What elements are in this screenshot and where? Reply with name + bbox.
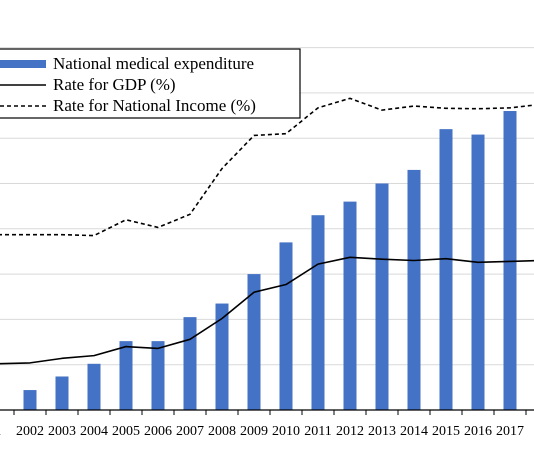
bar (439, 129, 453, 410)
bar (183, 317, 197, 410)
legend: National medical expenditure Rate for GDP… (0, 48, 301, 119)
legend-label: Rate for National Income (%) (53, 96, 256, 115)
x-tick-label: 2006 (144, 424, 172, 439)
x-tick-label: 2004 (80, 424, 108, 439)
bar (311, 215, 325, 410)
x-tick-label: 2005 (112, 424, 140, 439)
x-tick-label: 2017 (496, 424, 524, 439)
legend-box (0, 48, 301, 119)
x-tick-label: 2016 (464, 424, 492, 439)
x-tick-label: 2012 (336, 424, 364, 439)
bar (471, 134, 485, 411)
bar (151, 341, 165, 410)
bar (215, 303, 229, 410)
x-tick-label: 2009 (240, 424, 268, 439)
bar (407, 169, 421, 410)
x-tick-labels: 1 2002 2003 2004 2005 2006 2007 2008 2009 2010 201… (0, 424, 524, 439)
x-tick-label: 2015 (432, 424, 460, 439)
bar (55, 376, 69, 410)
x-tick-label: 2010 (272, 424, 300, 439)
gdp-rate-line (0, 256, 534, 365)
line-series (0, 97, 534, 365)
legend-label: Rate for GDP (%) (53, 75, 176, 94)
bar (279, 242, 293, 410)
bar (503, 111, 517, 411)
bar (375, 183, 389, 410)
x-tick-label: 2014 (400, 424, 428, 439)
x-tick-label: 2013 (368, 424, 396, 439)
bar-series (23, 111, 517, 411)
x-axis (0, 409, 534, 415)
bar (119, 341, 133, 410)
x-tick-label: 2003 (48, 424, 76, 439)
x-tick-label: 2008 (208, 424, 236, 439)
bar (87, 363, 101, 410)
national-income-rate-line (0, 97, 534, 237)
x-tick-label: 2002 (16, 424, 44, 439)
bar (343, 201, 357, 410)
legend-swatch-bar (0, 60, 46, 68)
legend-label: National medical expenditure (53, 54, 254, 73)
x-tick-label: 1 (0, 424, 2, 439)
bar (247, 274, 261, 410)
x-tick-label: 2007 (176, 424, 204, 439)
x-tick-label: 2011 (304, 424, 331, 439)
bar (23, 390, 37, 410)
